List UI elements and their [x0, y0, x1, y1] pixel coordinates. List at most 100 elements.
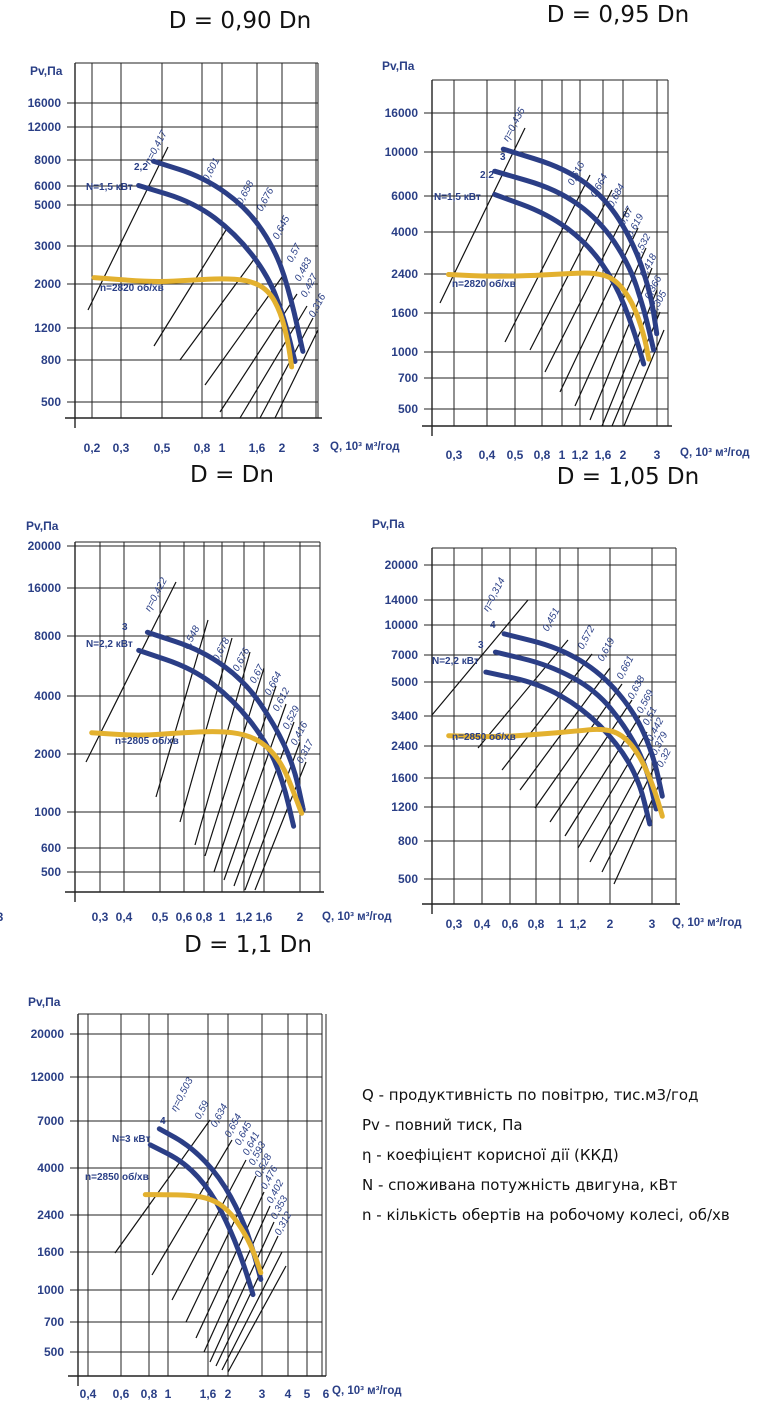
legend-line-eta: η - коефіцієнт корисної дії (ККД) [362, 1146, 619, 1164]
efficiency-label: 0,658 [235, 179, 257, 207]
y-tick-label: 1600 [391, 771, 418, 785]
x-tick-label: 0,8 [534, 448, 551, 462]
efficiency-line [219, 293, 298, 413]
x-tick-label: 0,4 [116, 910, 133, 924]
y-tick-label: 6000 [34, 179, 61, 193]
y-tick-label: 2000 [34, 277, 61, 291]
charts-layer: D = 0,90 DnPv,Па160001200080006000500030… [0, 2, 750, 1401]
y-tick-label: 500 [398, 872, 418, 886]
power-curve [151, 158, 306, 354]
x-tick-label: 0,5 [507, 448, 524, 462]
x-tick-label: 0,3 [446, 448, 463, 462]
x-tick-label: 0,4 [474, 917, 491, 931]
x-tick-label: 1 [559, 448, 566, 462]
efficiency-line [195, 1191, 265, 1339]
efficiency-line [611, 311, 661, 427]
power-label: 3 [478, 640, 484, 651]
efficiency-line [179, 257, 256, 361]
x-tick-label: 0,8 [196, 910, 213, 924]
y-tick-label: 16000 [28, 96, 62, 110]
x-tick-label: 1 [219, 910, 226, 924]
y-axis-label: Pv,Па [28, 995, 61, 1009]
x-tick-label: 2 [607, 917, 614, 931]
x-tick-label: 1,2 [236, 910, 253, 924]
efficiency-line [529, 189, 613, 351]
x-tick-label: 2 [620, 448, 627, 462]
y-tick-label: 700 [398, 371, 418, 385]
power-curve [492, 192, 647, 367]
speed-label: n=2820 об/хв [100, 282, 164, 294]
y-axis-label: Pv,Па [30, 64, 63, 78]
legend-block: Q - продуктивність по повітрю, тис.м3/го… [362, 1086, 730, 1224]
x-tick-label: 0,8 [194, 441, 211, 455]
y-tick-label: 20000 [28, 539, 62, 553]
efficiency-line [589, 747, 653, 863]
power-label: 3 [122, 622, 128, 633]
y-tick-label: 700 [44, 1315, 64, 1329]
efficiency-label: η=0,503 [169, 1076, 196, 1114]
power-label: 3 [500, 152, 506, 163]
y-tick-label: 800 [398, 834, 418, 848]
x-tick-label: 0,2 [84, 441, 101, 455]
efficiency-label: 0,676 [255, 186, 277, 214]
efficiency-line [431, 599, 529, 716]
efficiency-line [501, 653, 593, 771]
efficiency-label: η=0,422 [143, 576, 170, 614]
y-tick-label: 1200 [34, 321, 61, 335]
speed-curve [89, 729, 305, 816]
x-tick-label: 5 [304, 1387, 311, 1401]
y-tick-label: 7000 [391, 648, 418, 662]
y-tick-label: 14000 [385, 593, 419, 607]
y-tick-label: 5000 [391, 675, 418, 689]
y-tick-label: 8000 [34, 629, 61, 643]
y-tick-label: 500 [44, 1345, 64, 1359]
efficiency-line [274, 329, 319, 419]
y-tick-label: 1600 [37, 1245, 64, 1259]
y-tick-label: 5000 [34, 198, 61, 212]
chart-panel-5: D = 1,1 DnPv,Па2000012000700040002400160… [28, 932, 402, 1401]
y-tick-label: 7000 [37, 1114, 64, 1128]
y-tick-label: 12000 [31, 1070, 65, 1084]
power-label: N=3 кВт [112, 1134, 150, 1145]
x-tick-label: 2 [297, 910, 304, 924]
efficiency-line [151, 1139, 233, 1276]
x-tick-label: 1,6 [249, 441, 266, 455]
y-tick-label: 1000 [34, 805, 61, 819]
chart-panel-3: D = Dn Pv,Па 20000 16000 8000 4000 2000 1000 600… [0, 462, 392, 924]
efficiency-line [185, 1175, 257, 1323]
power-label: 4 [490, 620, 496, 631]
x-tick-label: 3 [259, 1387, 266, 1401]
power-curve [501, 631, 665, 799]
x-axis-label: Q, 10³ м³/год [330, 441, 400, 453]
efficiency-line [623, 329, 665, 427]
y-tick-label: 10000 [385, 618, 419, 632]
x-tick-label: 6 [323, 1387, 330, 1401]
efficiency-label: 0,572 [576, 624, 598, 652]
x-tick-label: 2 [279, 441, 286, 455]
y-tick-label: 6000 [391, 189, 418, 203]
chart-panel-4: D = 1,05 Dn Pv,Па 20000 14000 10000 7000 5000 3… [372, 464, 742, 931]
x-tick-label: 1 [219, 441, 226, 455]
efficiency-line [153, 229, 227, 347]
x-tick-label: 0,4 [80, 1387, 97, 1401]
x-tick-label: 0,6 [176, 910, 193, 924]
y-tick-label: 20000 [31, 1027, 65, 1041]
power-label: N=1,5 кВт [434, 192, 481, 203]
x-tick-label: 0,8 [141, 1387, 158, 1401]
y-tick-label: 20000 [385, 558, 419, 572]
x-tick-label: 3 [649, 917, 656, 931]
speed-label: n=2820 об/хв [452, 278, 516, 290]
y-axis-label: Pv,Па [26, 519, 59, 533]
x-tick-label: 0,3 [113, 441, 130, 455]
x-tick-label: 0,5 [152, 910, 169, 924]
efficiency-line [544, 207, 629, 373]
y-tick-label: 2000 [34, 747, 61, 761]
x-tick-label: 0,6 [113, 1387, 130, 1401]
x-tick-label: 0,8 [528, 917, 545, 931]
efficiency-line [215, 1235, 279, 1367]
y-tick-label: 2400 [37, 1208, 64, 1222]
y-tick-label: 500 [398, 402, 418, 416]
efficiency-label: 0,678 [211, 636, 233, 664]
y-tick-label: 2400 [391, 267, 418, 281]
